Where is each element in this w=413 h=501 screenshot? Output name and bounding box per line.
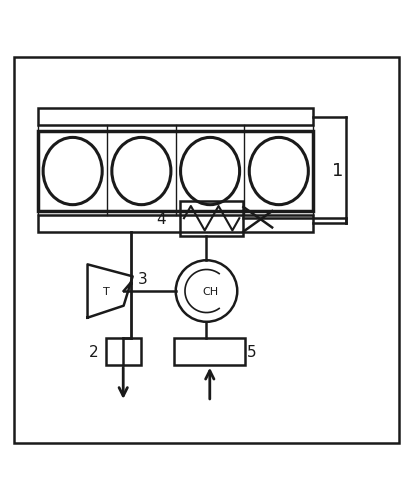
- Bar: [38, 109, 313, 126]
- Text: T: T: [102, 287, 109, 297]
- Bar: [174, 339, 245, 365]
- Bar: [38, 132, 313, 211]
- Text: 5: 5: [247, 344, 256, 359]
- Text: 1: 1: [332, 162, 344, 180]
- Text: 3: 3: [138, 272, 148, 287]
- Bar: [180, 201, 243, 236]
- Text: CH: CH: [202, 287, 218, 297]
- Bar: [38, 216, 313, 232]
- Bar: [106, 339, 141, 365]
- Text: 2: 2: [89, 344, 99, 359]
- Text: 4: 4: [157, 211, 166, 226]
